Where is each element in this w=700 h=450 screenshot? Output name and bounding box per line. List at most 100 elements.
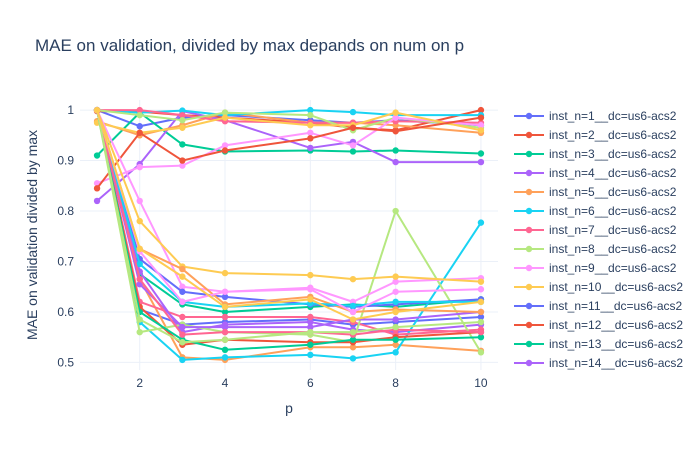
legend-item[interactable]: inst_n=10__dc=us6-acs2 bbox=[514, 280, 683, 294]
data-point[interactable] bbox=[477, 106, 485, 114]
data-point[interactable] bbox=[477, 219, 485, 226]
data-point[interactable] bbox=[392, 109, 399, 116]
data-point[interactable] bbox=[392, 336, 399, 343]
data-point[interactable] bbox=[179, 116, 186, 124]
series-line[interactable] bbox=[96, 111, 482, 137]
data-point[interactable] bbox=[307, 351, 314, 359]
data-point[interactable] bbox=[179, 107, 186, 114]
data-point[interactable] bbox=[477, 122, 485, 129]
data-point[interactable] bbox=[221, 346, 229, 354]
data-point[interactable] bbox=[221, 288, 229, 295]
data-point[interactable] bbox=[477, 286, 485, 293]
series-line[interactable] bbox=[96, 109, 481, 344]
data-point[interactable] bbox=[477, 150, 485, 157]
data-point[interactable] bbox=[136, 111, 143, 119]
data-point[interactable] bbox=[307, 144, 314, 152]
data-point[interactable] bbox=[392, 288, 399, 295]
data-point[interactable] bbox=[307, 135, 314, 142]
data-point[interactable] bbox=[477, 114, 485, 121]
data-point[interactable] bbox=[136, 129, 143, 137]
data-point[interactable] bbox=[179, 273, 186, 280]
data-point[interactable] bbox=[93, 152, 101, 159]
data-point[interactable] bbox=[307, 341, 314, 348]
data-point[interactable] bbox=[221, 323, 229, 331]
data-point[interactable] bbox=[136, 106, 143, 114]
data-point[interactable] bbox=[221, 354, 229, 361]
data-point[interactable] bbox=[392, 349, 399, 356]
data-point[interactable] bbox=[307, 129, 314, 137]
data-point[interactable] bbox=[477, 308, 485, 316]
series-line[interactable] bbox=[96, 109, 481, 313]
series-line[interactable] bbox=[96, 109, 481, 308]
series-line[interactable] bbox=[96, 111, 482, 134]
data-point[interactable] bbox=[179, 356, 186, 364]
data-point[interactable] bbox=[477, 298, 485, 306]
data-point[interactable] bbox=[179, 265, 186, 273]
data-point[interactable] bbox=[477, 349, 485, 356]
series-line[interactable] bbox=[96, 109, 482, 321]
data-point[interactable] bbox=[392, 341, 399, 348]
data-point[interactable] bbox=[179, 162, 186, 169]
data-point[interactable] bbox=[307, 328, 314, 336]
series-12[interactable] bbox=[93, 114, 485, 192]
series-line[interactable] bbox=[96, 109, 481, 336]
data-point[interactable] bbox=[179, 157, 186, 164]
data-point[interactable] bbox=[349, 308, 357, 316]
data-point[interactable] bbox=[179, 331, 186, 338]
legend-item[interactable]: inst_n=5__dc=us6-acs2 bbox=[514, 185, 677, 199]
data-point[interactable] bbox=[221, 293, 229, 301]
data-point[interactable] bbox=[179, 141, 186, 148]
data-point[interactable] bbox=[221, 303, 229, 311]
data-point[interactable] bbox=[307, 296, 314, 303]
data-point[interactable] bbox=[392, 273, 399, 280]
data-point[interactable] bbox=[221, 336, 229, 343]
series-line[interactable] bbox=[96, 109, 482, 313]
series-line[interactable] bbox=[96, 116, 482, 185]
legend-item[interactable]: inst_n=2__dc=us6-acs2 bbox=[514, 128, 677, 142]
data-point[interactable] bbox=[349, 336, 357, 343]
data-point[interactable] bbox=[221, 313, 229, 321]
legend-item[interactable]: inst_n=11__dc=us6-acs2 bbox=[514, 299, 683, 313]
data-point[interactable] bbox=[136, 123, 143, 130]
series-line[interactable] bbox=[96, 109, 482, 329]
data-point[interactable] bbox=[477, 318, 485, 326]
data-point[interactable] bbox=[221, 269, 229, 277]
data-point[interactable] bbox=[307, 286, 314, 293]
series-9[interactable] bbox=[93, 114, 485, 187]
data-point[interactable] bbox=[392, 158, 399, 166]
data-point[interactable] bbox=[392, 308, 399, 316]
legend-item[interactable]: inst_n=13__dc=us6-acs2 bbox=[514, 337, 683, 351]
data-point[interactable] bbox=[221, 308, 229, 316]
data-point[interactable] bbox=[392, 323, 399, 331]
legend-item[interactable]: inst_n=12__dc=us6-acs2 bbox=[514, 318, 683, 332]
data-point[interactable] bbox=[392, 298, 399, 306]
data-point[interactable] bbox=[477, 127, 485, 134]
legend-item[interactable]: inst_n=1__dc=us6-acs2 bbox=[514, 109, 677, 123]
series-line[interactable] bbox=[96, 109, 481, 313]
data-point[interactable] bbox=[349, 148, 357, 155]
data-point[interactable] bbox=[349, 142, 357, 149]
data-point[interactable] bbox=[307, 271, 314, 279]
data-point[interactable] bbox=[136, 260, 143, 268]
series-line[interactable] bbox=[96, 109, 481, 303]
data-point[interactable] bbox=[93, 106, 101, 114]
data-point[interactable] bbox=[307, 106, 314, 114]
series-line[interactable] bbox=[96, 109, 481, 346]
data-point[interactable] bbox=[392, 207, 399, 215]
data-point[interactable] bbox=[477, 278, 485, 285]
series-line[interactable] bbox=[96, 109, 482, 361]
data-point[interactable] bbox=[179, 288, 186, 295]
data-point[interactable] bbox=[349, 302, 357, 310]
data-point[interactable] bbox=[392, 128, 399, 135]
data-point[interactable] bbox=[179, 298, 186, 306]
data-point[interactable] bbox=[221, 142, 229, 149]
data-point[interactable] bbox=[93, 185, 101, 192]
data-point[interactable] bbox=[392, 278, 399, 285]
data-point[interactable] bbox=[349, 355, 357, 362]
series-line[interactable] bbox=[96, 111, 481, 157]
data-point[interactable] bbox=[136, 316, 143, 323]
legend-item[interactable]: inst_n=8__dc=us6-acs2 bbox=[514, 242, 677, 256]
data-point[interactable] bbox=[179, 283, 186, 290]
series-line[interactable] bbox=[96, 109, 482, 132]
data-point[interactable] bbox=[179, 124, 186, 131]
